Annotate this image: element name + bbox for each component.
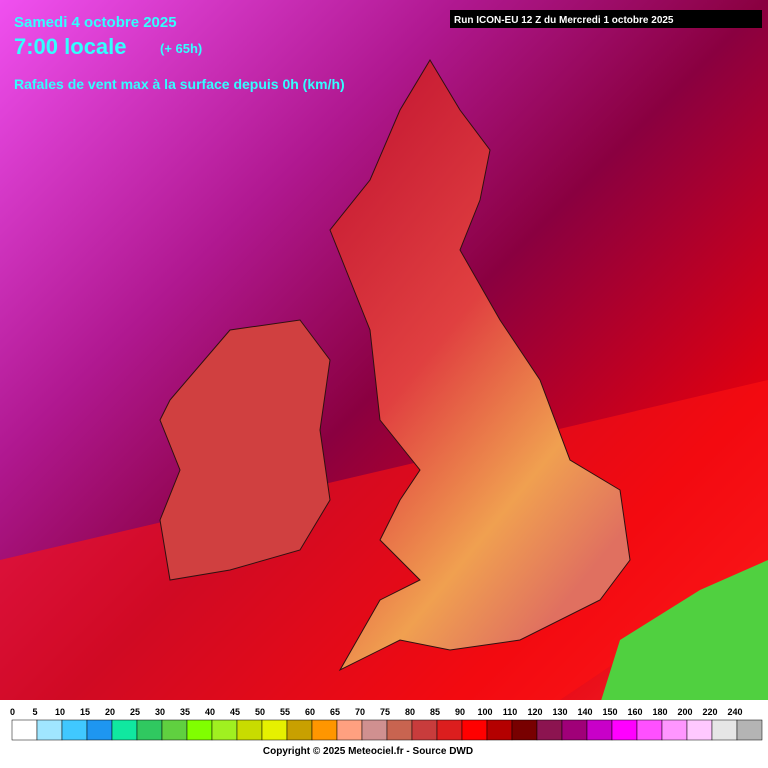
legend-swatch <box>561 719 588 741</box>
legend-swatch <box>411 719 438 741</box>
legend-label: 15 <box>80 707 90 717</box>
legend-label: 50 <box>255 707 265 717</box>
legend-label: 0 <box>10 707 15 717</box>
legend-swatch <box>211 719 238 741</box>
legend-swatch <box>511 719 538 741</box>
legend-label: 240 <box>727 707 742 717</box>
legend-label: 45 <box>230 707 240 717</box>
legend-swatch <box>586 719 613 741</box>
legend-label: 120 <box>527 707 542 717</box>
legend-label: 140 <box>577 707 592 717</box>
legend-swatch <box>311 719 338 741</box>
legend-label: 40 <box>205 707 215 717</box>
legend-swatch <box>611 719 638 741</box>
legend-swatch <box>436 719 463 741</box>
date: Samedi 4 octobre 2025 <box>14 14 177 31</box>
legend-swatch <box>736 719 763 741</box>
legend-label: 200 <box>677 707 692 717</box>
legend-swatch <box>86 719 113 741</box>
legend: 0 5 10 15 20 25 30 35 40 45 50 55 60 65 70 75 80 85 90 100 1… <box>10 707 763 741</box>
lead-time: (+ 65h) <box>160 41 202 56</box>
legend-label: 20 <box>105 707 115 717</box>
legend-label: 70 <box>355 707 365 717</box>
ireland <box>159 319 331 581</box>
legend-label: 180 <box>652 707 667 717</box>
legend-swatch <box>236 719 263 741</box>
great-britain <box>329 59 631 672</box>
legend-swatch <box>186 719 213 741</box>
legend-label: 65 <box>330 707 340 717</box>
legend-swatch <box>536 719 563 741</box>
time: 7:00 locale <box>14 34 127 59</box>
legend-swatch <box>111 719 138 741</box>
legend-swatch <box>36 719 63 741</box>
legend-label: 85 <box>430 707 440 717</box>
legend-label: 25 <box>130 707 140 717</box>
legend-swatch <box>136 719 163 741</box>
legend-label: 30 <box>155 707 165 717</box>
legend-swatch <box>161 719 188 741</box>
legend-label: 110 <box>503 707 518 717</box>
run-info: Run ICON-EU 12 Z du Mercredi 1 octobre 2… <box>454 15 674 26</box>
run-box <box>450 10 762 28</box>
legend-swatch <box>61 719 88 741</box>
legend-label: 55 <box>280 707 290 717</box>
copyright: Copyright © 2025 Meteociel.fr - Source D… <box>263 746 473 757</box>
legend-label: 35 <box>180 707 190 717</box>
legend-swatch <box>11 719 38 741</box>
legend-label: 130 <box>552 707 567 717</box>
legend-label: 160 <box>627 707 642 717</box>
legend-swatch <box>711 719 738 741</box>
legend-swatch <box>461 719 488 741</box>
legend-swatch <box>336 719 363 741</box>
legend-swatch <box>661 719 688 741</box>
legend-label: 5 <box>32 707 37 717</box>
legend-swatch <box>261 719 288 741</box>
map-title: Rafales de vent max à la surface depuis … <box>14 76 345 92</box>
legend-swatch <box>361 719 388 741</box>
legend-label: 90 <box>455 707 465 717</box>
legend-swatch <box>636 719 663 741</box>
legend-label: 60 <box>305 707 315 717</box>
legend-label: 100 <box>477 707 492 717</box>
legend-label: 150 <box>602 707 617 717</box>
legend-swatch <box>286 719 313 741</box>
legend-label: 75 <box>380 707 390 717</box>
legend-label: 220 <box>702 707 717 717</box>
legend-label: 10 <box>55 707 65 717</box>
legend-label: 80 <box>405 707 415 717</box>
legend-swatch <box>486 719 513 741</box>
legend-swatch <box>686 719 713 741</box>
legend-swatch <box>386 719 413 741</box>
